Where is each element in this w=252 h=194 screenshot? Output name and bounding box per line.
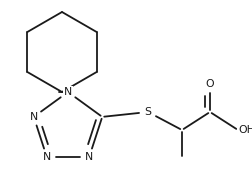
Text: N: N — [43, 152, 51, 162]
Text: N: N — [30, 112, 38, 122]
Text: OH: OH — [238, 125, 252, 135]
Text: N: N — [64, 87, 72, 97]
Text: N: N — [85, 152, 93, 162]
Text: O: O — [206, 79, 214, 89]
Text: S: S — [144, 107, 151, 117]
